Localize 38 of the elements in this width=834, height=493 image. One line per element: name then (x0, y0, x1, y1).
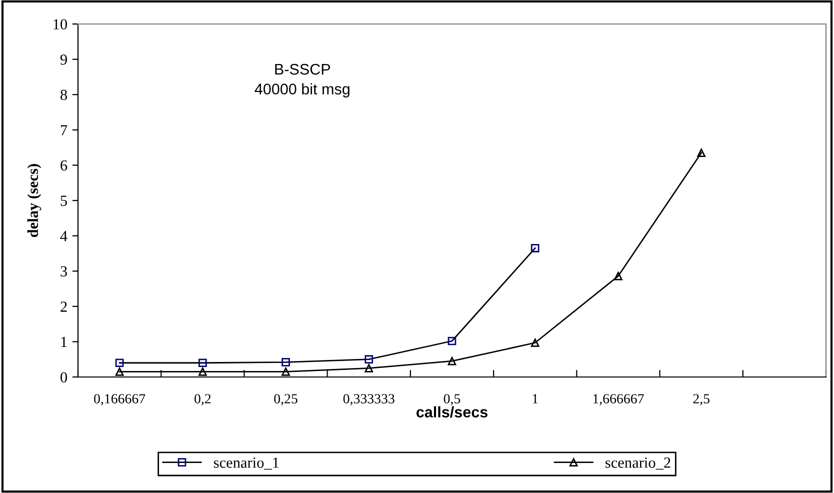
y-tick-label: 1 (61, 336, 67, 347)
annotation: B-SSCP 40000 bit msg (254, 64, 350, 98)
y-tick-label: 7 (60, 125, 68, 136)
point (198, 358, 207, 368)
point (115, 358, 124, 368)
y-tick-label: 2 (60, 302, 67, 312)
x-tick-label: 0,25 (274, 394, 298, 406)
point (282, 368, 290, 376)
y-tick-label: 10 (54, 19, 67, 30)
x-tick-label: 0,2 (194, 394, 211, 406)
y-tick-label: 4 (60, 231, 68, 242)
x-tick-label: 1 (532, 394, 538, 404)
y-tick-label: 6 (60, 160, 68, 171)
point (614, 272, 622, 280)
point (282, 358, 290, 366)
x-tick-label: 0,333333 (343, 394, 394, 406)
point (364, 364, 374, 372)
point (198, 368, 207, 376)
point (364, 355, 374, 364)
x-tick-label: 2,5 (693, 394, 710, 406)
point (697, 148, 706, 158)
x-axis-title: calls/secs (416, 406, 488, 418)
x-tick-label: 0,5 (444, 394, 460, 406)
y-tick-label: 3 (60, 266, 67, 277)
point (530, 244, 540, 252)
point (115, 368, 124, 376)
y-tick-label: 5 (60, 196, 67, 206)
x-tick-label: 0,166667 (94, 394, 146, 406)
point (448, 336, 456, 346)
point (448, 356, 456, 366)
y-tick-label: 0 (60, 372, 67, 382)
y-axis-title: delay (secs) (27, 164, 42, 238)
legend-label: scenario_2 (606, 458, 670, 470)
y-tick-label: 8 (60, 90, 67, 100)
point (530, 338, 540, 347)
legend-label: scenario_1 (214, 458, 279, 470)
x-tick-label: 1,666667 (593, 394, 644, 406)
y-tick-label: 9 (60, 54, 67, 65)
